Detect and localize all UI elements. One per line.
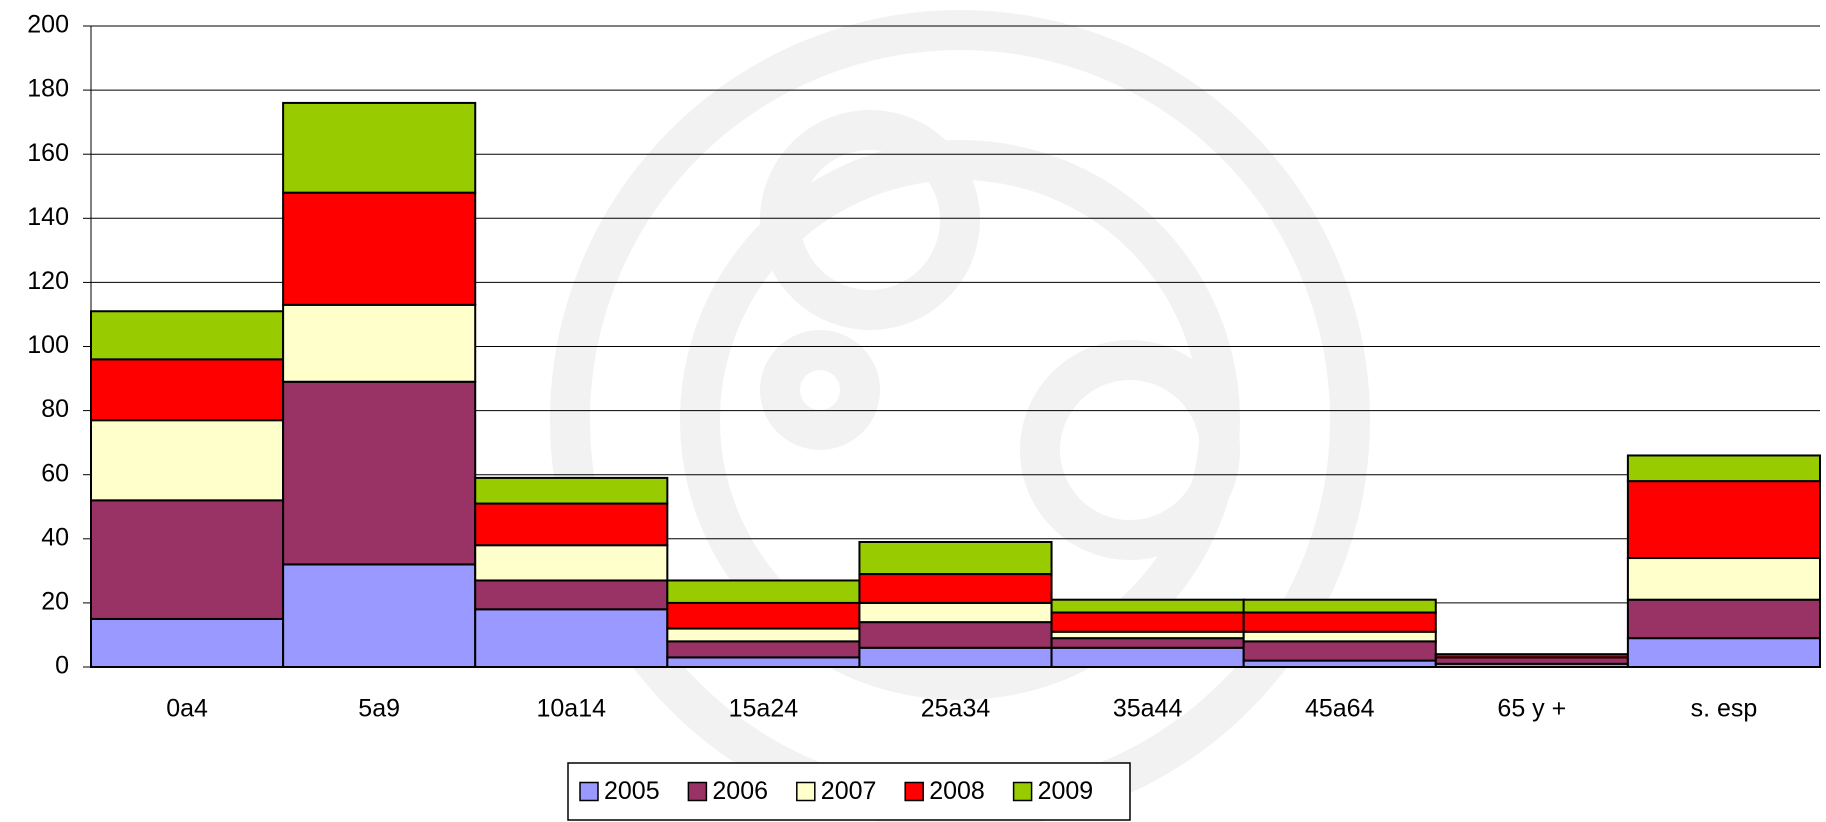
y-tick-label: 20 bbox=[41, 588, 69, 616]
bar-segment bbox=[859, 648, 1051, 667]
bar-segment bbox=[283, 564, 475, 667]
x-tick-label: 15a24 bbox=[729, 695, 799, 723]
bar-segment bbox=[1244, 613, 1436, 632]
bar-segment bbox=[667, 641, 859, 657]
bar-segment bbox=[859, 574, 1051, 603]
y-tick-label: 60 bbox=[41, 459, 69, 487]
bar-segment bbox=[859, 622, 1051, 648]
bar-segment bbox=[91, 619, 283, 667]
bar-segment bbox=[1628, 481, 1820, 558]
bar-segment bbox=[1052, 638, 1244, 648]
bar-segment bbox=[1244, 641, 1436, 660]
x-tick-label: 10a14 bbox=[537, 695, 607, 723]
y-tick-label: 120 bbox=[27, 267, 69, 295]
bar-segment bbox=[1244, 632, 1436, 642]
bar-segment bbox=[667, 657, 859, 667]
legend-label: 2006 bbox=[712, 777, 768, 805]
bar-segment bbox=[475, 545, 667, 580]
legend-label: 2005 bbox=[604, 777, 660, 805]
x-tick-label: s. esp bbox=[1691, 695, 1758, 723]
page: {"chart_data": {"type": "stacked-bar", "… bbox=[0, 0, 1826, 822]
y-tick-label: 0 bbox=[55, 652, 69, 680]
bar-segment bbox=[859, 603, 1051, 622]
legend-label: 2009 bbox=[1038, 777, 1094, 805]
bar-segment bbox=[1628, 600, 1820, 638]
y-tick-label: 40 bbox=[41, 523, 69, 551]
bar-segment bbox=[667, 603, 859, 629]
x-tick-label: 5a9 bbox=[358, 695, 400, 723]
bar-segment bbox=[1628, 558, 1820, 600]
bar-segment bbox=[475, 580, 667, 609]
y-tick-label: 100 bbox=[27, 331, 69, 359]
legend-swatch bbox=[688, 783, 706, 801]
bar-segment bbox=[1244, 600, 1436, 613]
bar-segment bbox=[1052, 648, 1244, 667]
legend-swatch bbox=[580, 783, 598, 801]
y-tick-label: 160 bbox=[27, 139, 69, 167]
bar-segment bbox=[475, 478, 667, 504]
bar-segment bbox=[475, 504, 667, 546]
bar-segment bbox=[91, 311, 283, 359]
chart: 0 20 40 60 80 100 120 140 160 180 200 0a4 5a9 10a14 15… bbox=[0, 0, 1826, 822]
legend-label: 2008 bbox=[929, 777, 985, 805]
bar-segment bbox=[859, 542, 1051, 574]
x-tick-label: 35a44 bbox=[1113, 695, 1183, 723]
x-tick-label: 45a64 bbox=[1305, 695, 1375, 723]
x-tick-label: 65 y + bbox=[1497, 695, 1566, 723]
y-tick-label: 180 bbox=[27, 75, 69, 103]
bar-segment bbox=[1052, 613, 1244, 632]
legend-swatch bbox=[1014, 783, 1032, 801]
x-tick-label: 0a4 bbox=[166, 695, 208, 723]
x-tick-label: 25a34 bbox=[921, 695, 991, 723]
bar-segment bbox=[283, 103, 475, 193]
y-tick-label: 140 bbox=[27, 203, 69, 231]
bar-segment bbox=[283, 305, 475, 382]
legend-swatch bbox=[797, 783, 815, 801]
legend-label: 2007 bbox=[821, 777, 877, 805]
bar-segment bbox=[91, 359, 283, 420]
bar-segment bbox=[667, 580, 859, 602]
bar-segment bbox=[1628, 455, 1820, 481]
bar-segment bbox=[475, 609, 667, 667]
bar-segment bbox=[283, 193, 475, 305]
bar-segment bbox=[91, 500, 283, 619]
bar-segment bbox=[667, 629, 859, 642]
bar-segment bbox=[1052, 600, 1244, 613]
bar-segment bbox=[283, 382, 475, 565]
y-tick-label: 80 bbox=[41, 395, 69, 423]
bar-segment bbox=[91, 420, 283, 500]
bar-segment bbox=[1628, 638, 1820, 667]
bar-segment bbox=[1436, 654, 1628, 657]
y-tick-label: 200 bbox=[27, 11, 69, 39]
legend-swatch bbox=[905, 783, 923, 801]
watermark bbox=[570, 30, 1350, 810]
